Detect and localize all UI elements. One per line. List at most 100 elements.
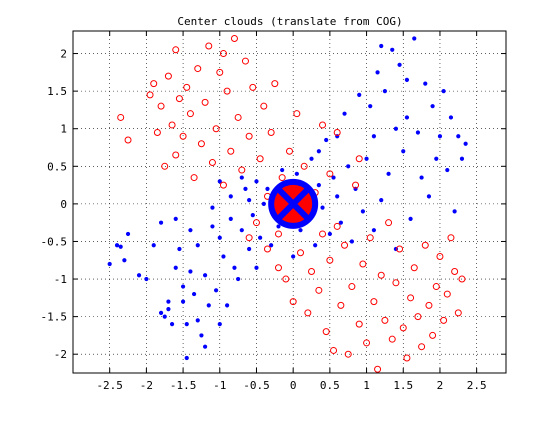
blue-dot-point	[232, 265, 237, 270]
blue-dot-point	[393, 126, 399, 131]
red-circle-point	[388, 335, 396, 343]
blue-dot-point	[459, 156, 465, 161]
blue-dot-point	[173, 265, 178, 270]
blue-dot-point	[166, 307, 171, 312]
red-circle-point	[161, 162, 169, 170]
blue-dot-point	[357, 92, 362, 97]
blue-dot-point	[463, 141, 468, 146]
blue-dot-point	[158, 310, 164, 315]
red-circle-point	[164, 72, 172, 80]
blue-dot-point	[239, 228, 244, 233]
red-circle-point	[249, 83, 257, 91]
red-circle-point	[230, 35, 238, 43]
axes-box	[72, 30, 507, 374]
red-circle-point	[319, 121, 327, 129]
blue-dot-point	[195, 243, 200, 248]
red-circle-point	[124, 136, 132, 144]
red-circle-point	[326, 170, 334, 178]
blue-dot-point	[294, 171, 299, 176]
red-circle-point	[219, 50, 227, 58]
blue-dot-point	[452, 209, 457, 214]
red-circle-point	[458, 275, 466, 283]
blue-dot-point	[239, 175, 244, 180]
red-circle-point	[175, 95, 183, 103]
axis-ticks: -2.5 -2 -1.5 -1 -0.5 0 0.5 1 1.5 2 2.5 -2 -1.5 -1 -0.5…	[41, 31, 506, 392]
blue-dot-point	[265, 186, 270, 191]
red-circle-point	[344, 350, 352, 358]
x-tick-label: -2.5	[96, 379, 123, 392]
red-circle-point	[278, 174, 286, 182]
blue-dot-point	[258, 235, 263, 240]
red-circle-point	[407, 294, 415, 302]
blue-dot-point	[379, 198, 384, 203]
x-tick-label: 0.5	[320, 379, 340, 392]
red-circle-point	[421, 241, 429, 249]
blue-dot-point	[426, 194, 432, 199]
x-tick-label: 1	[363, 379, 370, 392]
red-circle-point	[399, 324, 407, 332]
red-circle-point	[304, 309, 312, 317]
blue-dot-point	[203, 273, 208, 278]
red-circle-point	[267, 128, 275, 136]
red-circle-point	[146, 91, 154, 99]
blue-dot-point	[382, 89, 388, 94]
grid	[73, 31, 506, 373]
y-tick-label: -0.5	[41, 235, 68, 248]
blue-dot-point	[364, 156, 369, 161]
blue-dot-point	[316, 182, 321, 188]
blue-dot-point	[162, 314, 167, 319]
chart-title: Center clouds (translate from COG)	[177, 15, 402, 28]
blue-dot-point	[423, 81, 428, 86]
red-circle-point	[263, 245, 271, 253]
blue-dot-point	[151, 243, 156, 248]
blue-dot-point	[408, 216, 413, 222]
red-circle-point	[201, 98, 209, 106]
red-circle-point	[238, 166, 246, 174]
red-circle-point	[396, 245, 404, 253]
red-circle-point	[429, 331, 437, 339]
red-circle-point	[293, 110, 301, 118]
blue-dot-point	[371, 228, 376, 233]
blue-dot-point	[214, 288, 219, 293]
red-circle-point	[403, 354, 411, 362]
red-circle-point	[319, 230, 327, 238]
blue-dot-point	[228, 216, 233, 222]
blue-dot-point	[346, 164, 351, 169]
blue-dot-point	[412, 36, 417, 41]
data-points	[107, 35, 468, 373]
red-circle-point	[374, 365, 382, 373]
red-circle-point	[392, 279, 400, 287]
blue-dot-point	[419, 175, 424, 180]
blue-dot-point	[166, 299, 171, 304]
blue-dot-point	[236, 276, 241, 282]
red-circle-point	[385, 219, 393, 227]
red-circle-point	[440, 316, 448, 324]
blue-dot-point	[199, 333, 204, 338]
blue-dot-point	[335, 194, 340, 199]
red-circle-point	[245, 234, 253, 242]
blue-dot-point	[225, 303, 230, 308]
red-circle-point	[300, 162, 308, 170]
blue-dot-point	[217, 179, 222, 184]
blue-dot-point	[404, 77, 410, 82]
x-tick-label: -0.5	[243, 379, 270, 392]
blue-dot-point	[261, 201, 266, 206]
blue-dot-point	[313, 243, 318, 248]
blue-dot-point	[180, 284, 186, 289]
blue-dot-point	[415, 130, 421, 135]
blue-dot-point	[122, 258, 127, 263]
y-tick-label: -1.5	[41, 311, 68, 324]
x-tick-label: 0	[290, 379, 297, 392]
blue-dot-point	[203, 344, 208, 349]
blue-dot-point	[184, 322, 189, 327]
red-circle-point	[370, 298, 378, 306]
blue-dot-point	[217, 235, 222, 240]
red-circle-point	[150, 80, 158, 88]
red-circle-point	[366, 234, 374, 242]
blue-dot-point	[368, 104, 373, 109]
blue-dot-point	[430, 104, 435, 109]
blue-dot-point	[247, 198, 252, 203]
y-tick-label: 1	[60, 123, 67, 136]
y-tick-label: -2	[54, 348, 67, 361]
